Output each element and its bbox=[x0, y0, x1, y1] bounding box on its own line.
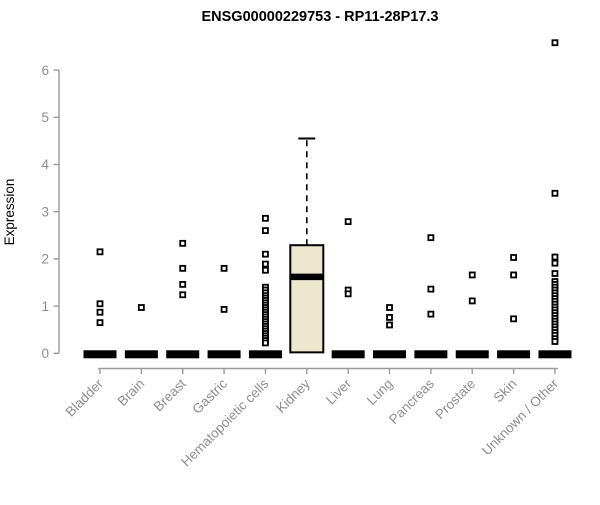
y-tick-label: 2 bbox=[41, 252, 49, 267]
collapsed-box bbox=[414, 350, 448, 359]
collapsed-box bbox=[497, 350, 531, 359]
outlier-point bbox=[96, 300, 104, 308]
outlier-point bbox=[262, 339, 269, 347]
x-category-label: Prostate bbox=[432, 376, 478, 422]
collapsed-box bbox=[455, 350, 489, 359]
x-category-label: Breast bbox=[151, 376, 189, 414]
outlier-point bbox=[427, 285, 435, 293]
outlier-point bbox=[179, 291, 187, 299]
outlier-point bbox=[262, 260, 269, 268]
outlier-point bbox=[551, 39, 559, 47]
outlier-point bbox=[137, 304, 145, 311]
outlier-point bbox=[510, 315, 518, 323]
outlier-point bbox=[179, 239, 187, 247]
outlier-point bbox=[386, 304, 393, 311]
collapsed-box bbox=[207, 350, 241, 359]
collapsed-box bbox=[124, 350, 158, 359]
x-category-label: Lung bbox=[364, 376, 396, 408]
y-tick-label: 3 bbox=[41, 204, 49, 219]
outlier-point bbox=[220, 306, 228, 313]
y-tick-label: 0 bbox=[41, 346, 49, 361]
outlier-point bbox=[179, 264, 187, 272]
collapsed-box bbox=[331, 350, 365, 359]
outlier-point bbox=[262, 266, 269, 274]
outlier-point bbox=[344, 218, 352, 226]
outlier-point bbox=[510, 254, 518, 261]
collapsed-box bbox=[166, 350, 200, 359]
outlier-point bbox=[96, 319, 104, 327]
collapsed-box bbox=[83, 350, 117, 359]
box-kidney bbox=[289, 244, 325, 354]
series bbox=[83, 39, 572, 359]
x-category-label: Skin bbox=[491, 376, 520, 405]
y-tick-label: 6 bbox=[41, 63, 49, 78]
outlier-point bbox=[386, 314, 393, 321]
x-category-label: Gastric bbox=[189, 376, 230, 417]
outlier-point bbox=[551, 270, 559, 277]
x-category-label: Unknown / Other bbox=[479, 376, 562, 459]
x-category-label: Brain bbox=[115, 376, 148, 409]
outlier-point bbox=[386, 321, 393, 329]
outlier-point bbox=[262, 250, 269, 258]
outlier-point bbox=[96, 248, 104, 256]
outlier-point bbox=[427, 234, 435, 242]
outlier-point bbox=[96, 308, 104, 316]
outlier-point bbox=[220, 264, 228, 272]
outlier-point bbox=[468, 297, 476, 305]
y-tick-label: 4 bbox=[41, 157, 49, 172]
chart-title: ENSG00000229753 - RP11-28P17.3 bbox=[201, 9, 438, 25]
outlier-point bbox=[262, 227, 269, 234]
outlier-point bbox=[179, 280, 187, 288]
outlier-point bbox=[344, 290, 352, 298]
outlier-point bbox=[551, 253, 559, 261]
outlier-point bbox=[262, 214, 269, 222]
x-category-label: Liver bbox=[323, 376, 355, 408]
outlier-point bbox=[551, 338, 559, 345]
collapsed-box bbox=[538, 350, 572, 359]
outlier-point bbox=[551, 259, 559, 267]
outlier-point bbox=[427, 310, 435, 318]
y-tick-label: 5 bbox=[41, 110, 49, 125]
outlier-point bbox=[551, 189, 559, 197]
x-category-label: Bladder bbox=[63, 376, 107, 420]
collapsed-box bbox=[248, 350, 282, 359]
collapsed-box bbox=[373, 350, 407, 359]
y-tick-label: 1 bbox=[41, 299, 49, 314]
outlier-point bbox=[510, 271, 518, 279]
x-category-label: Pancreas bbox=[386, 376, 437, 427]
outlier-point bbox=[468, 271, 476, 279]
x-category-label: Kidney bbox=[273, 376, 313, 416]
y-axis-label: Expression bbox=[2, 179, 17, 246]
